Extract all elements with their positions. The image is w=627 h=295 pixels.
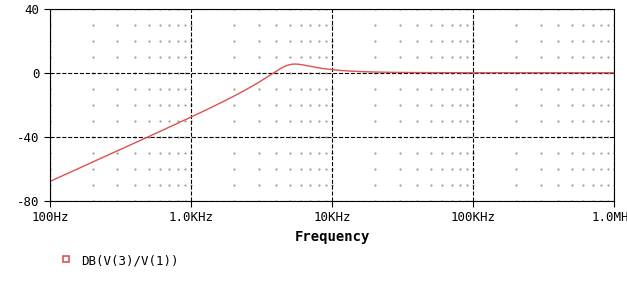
Legend: DB(V(3)/V(1)): DB(V(3)/V(1)) — [56, 249, 184, 272]
X-axis label: Frequency: Frequency — [295, 230, 370, 244]
